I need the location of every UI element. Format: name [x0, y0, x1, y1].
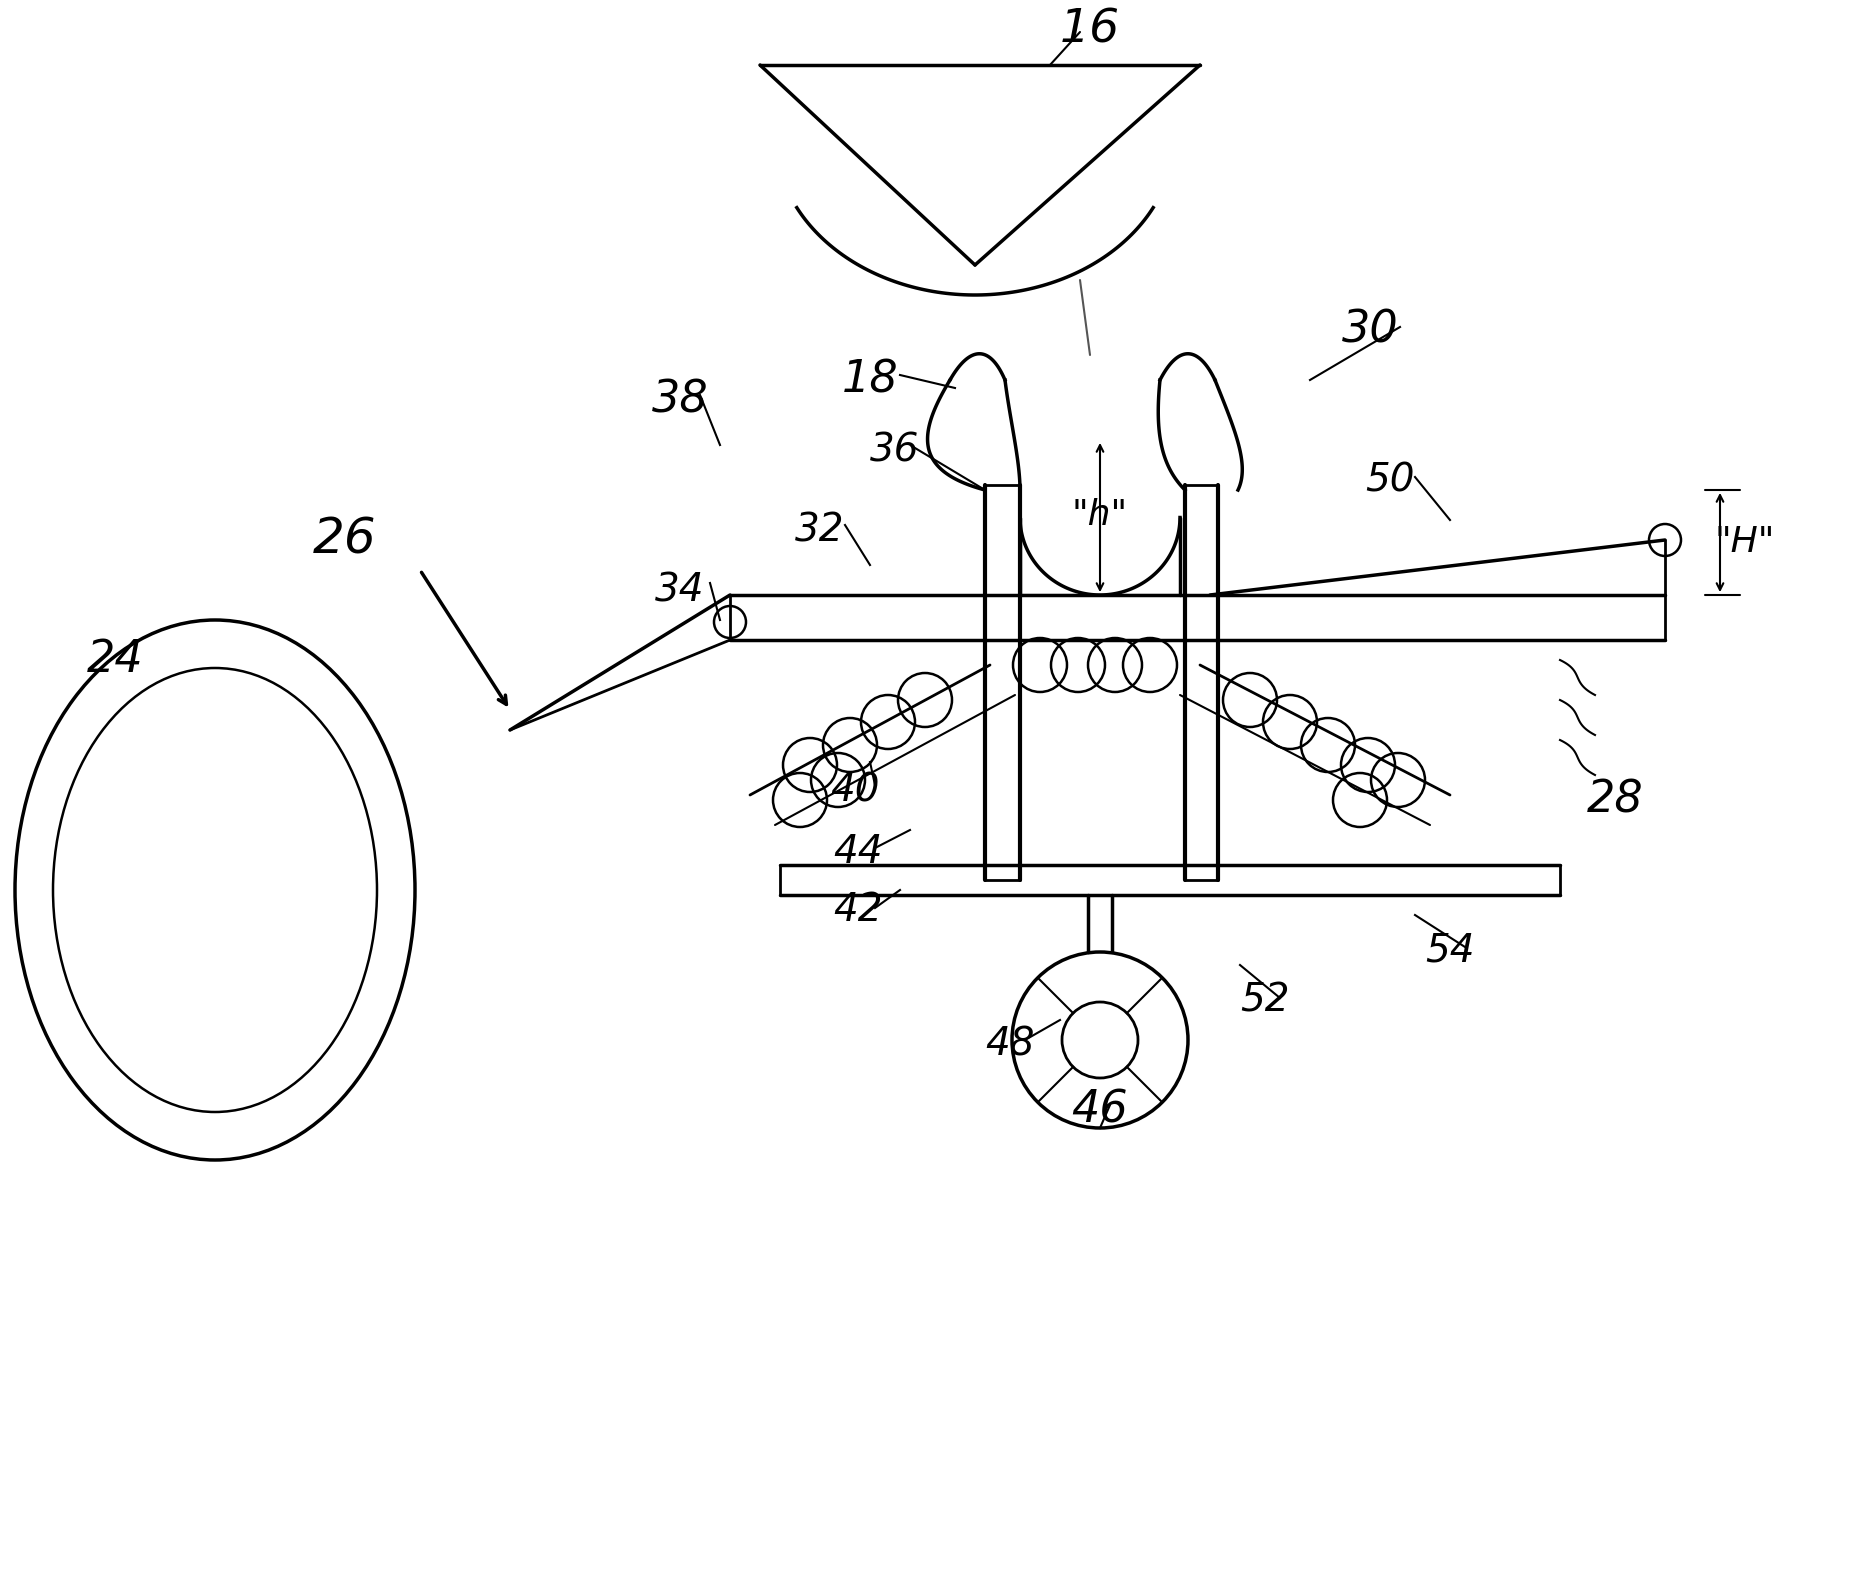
Text: 54: 54: [1425, 931, 1475, 969]
Text: 52: 52: [1241, 981, 1290, 1019]
Text: "h": "h": [1073, 498, 1129, 532]
Text: 36: 36: [870, 432, 919, 469]
Text: 38: 38: [651, 378, 708, 422]
Text: "H": "H": [1715, 524, 1775, 559]
Text: 26: 26: [313, 517, 376, 564]
Text: 30: 30: [1342, 309, 1398, 351]
Text: 48: 48: [985, 1025, 1035, 1065]
Text: 46: 46: [1071, 1088, 1129, 1131]
Text: 32: 32: [796, 510, 844, 550]
Text: 50: 50: [1365, 461, 1415, 499]
Text: 44: 44: [833, 833, 884, 871]
Text: 28: 28: [1587, 778, 1644, 822]
Text: 40: 40: [831, 772, 880, 810]
Text: 34: 34: [655, 572, 704, 610]
Text: 18: 18: [842, 359, 899, 402]
Text: 24: 24: [86, 638, 144, 682]
Text: 16: 16: [1060, 8, 1119, 52]
Text: 42: 42: [833, 891, 884, 929]
